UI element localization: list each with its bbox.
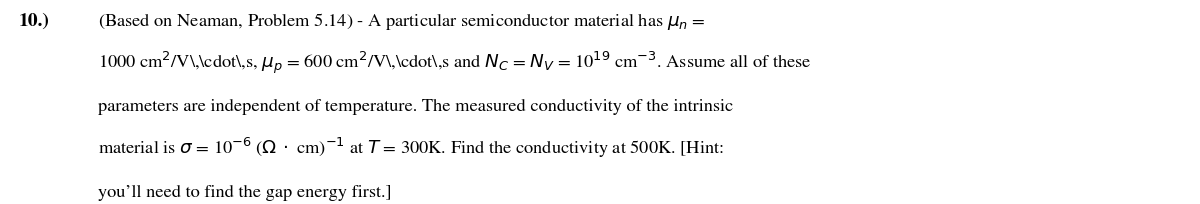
Text: you’ll need to find the gap energy first.]: you’ll need to find the gap energy first… (98, 185, 392, 201)
Text: (Based on Neaman, Problem 5.14) - A particular semiconductor material has $\mu_n: (Based on Neaman, Problem 5.14) - A part… (98, 10, 706, 31)
Text: 1000 cm$^{2}$/V\,\cdot\,s, $\mu_p$ = 600 cm$^{2}$/V\,\cdot\,s and $N_C$ = $N_V$ : 1000 cm$^{2}$/V\,\cdot\,s, $\mu_p$ = 600… (98, 50, 812, 76)
Text: parameters are independent of temperature. The measured conductivity of the intr: parameters are independent of temperatur… (98, 99, 733, 115)
Text: 10.): 10.) (19, 12, 50, 30)
Text: material is $\sigma$ = 10$^{-6}$ ($\Omega\,\cdot$ cm)$^{-1}$ at $T$ = 300K. Find: material is $\sigma$ = 10$^{-6}$ ($\Omeg… (98, 136, 725, 160)
